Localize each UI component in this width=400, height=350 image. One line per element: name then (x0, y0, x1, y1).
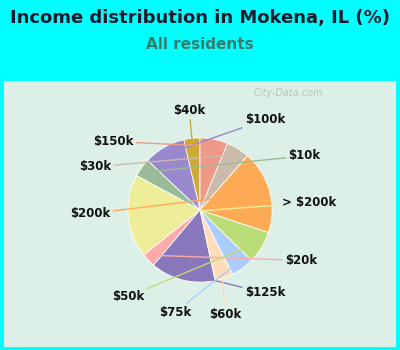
Text: City-Data.com: City-Data.com (253, 88, 323, 98)
Wedge shape (144, 210, 200, 265)
Text: $10k: $10k (148, 149, 321, 172)
Wedge shape (200, 210, 233, 280)
Wedge shape (128, 176, 200, 255)
Text: All residents: All residents (146, 37, 254, 52)
Wedge shape (154, 210, 215, 282)
Text: $150k: $150k (93, 135, 212, 148)
Wedge shape (200, 210, 252, 274)
Wedge shape (200, 210, 268, 260)
Text: $125k: $125k (184, 273, 285, 300)
Text: Income distribution in Mokena, IL (%): Income distribution in Mokena, IL (%) (10, 9, 390, 27)
Wedge shape (148, 140, 200, 210)
Text: $200k: $200k (70, 193, 262, 220)
FancyBboxPatch shape (4, 80, 396, 346)
Wedge shape (200, 138, 228, 210)
Wedge shape (136, 161, 200, 210)
Wedge shape (184, 138, 200, 210)
Text: $100k: $100k (168, 113, 285, 154)
Text: $75k: $75k (159, 262, 238, 319)
Text: $50k: $50k (112, 244, 256, 303)
Text: $60k: $60k (209, 271, 241, 321)
Text: $30k: $30k (79, 155, 234, 173)
Text: $20k: $20k (154, 254, 317, 267)
Text: > $200k: > $200k (135, 196, 337, 216)
Wedge shape (200, 156, 272, 232)
Wedge shape (200, 143, 247, 210)
Text: $40k: $40k (173, 104, 205, 146)
